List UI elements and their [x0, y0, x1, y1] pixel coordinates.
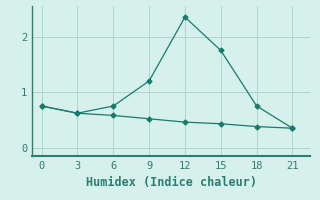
X-axis label: Humidex (Indice chaleur): Humidex (Indice chaleur) — [86, 176, 257, 189]
